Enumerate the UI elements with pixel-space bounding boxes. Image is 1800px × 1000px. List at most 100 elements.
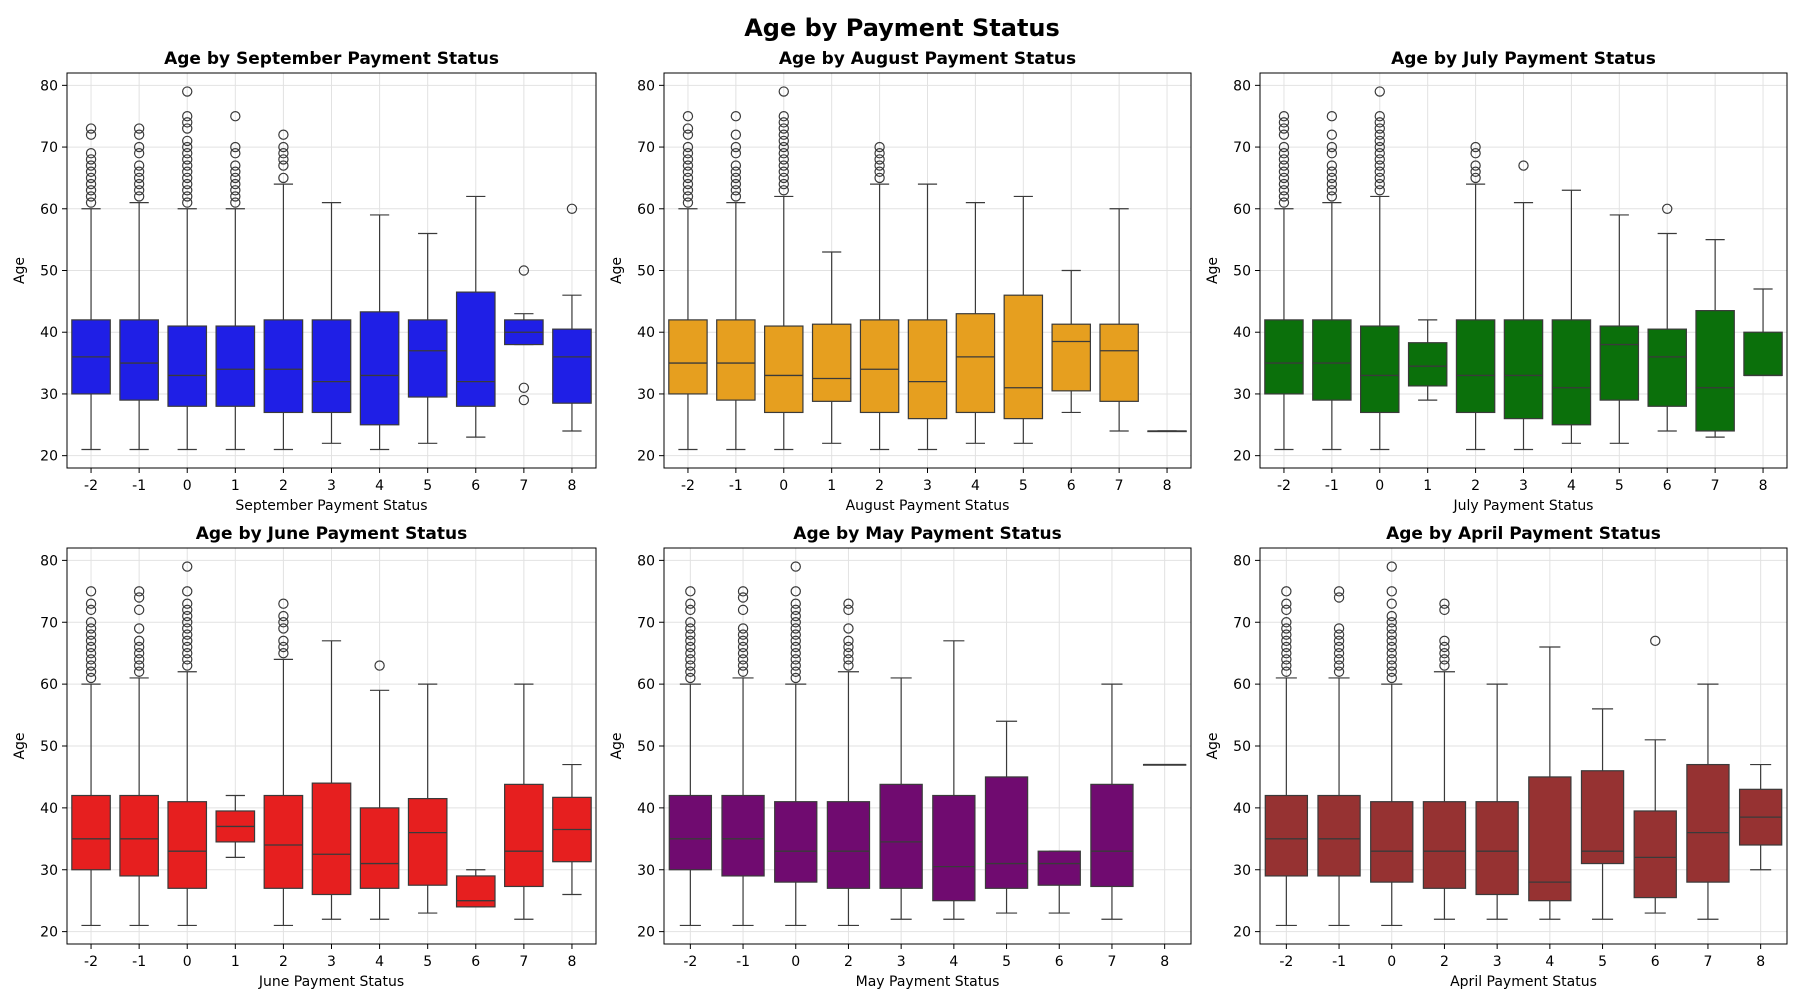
- outlier-point: [874, 148, 885, 159]
- outlier-point: [1333, 586, 1345, 597]
- outlier-point: [685, 654, 696, 665]
- outlier-point: [685, 604, 696, 616]
- outlier-point: [1278, 197, 1290, 208]
- box-iqr: [1455, 319, 1496, 414]
- outlier-point: [133, 641, 145, 653]
- outlier-point: [730, 160, 742, 171]
- outlier-point: [1386, 666, 1397, 677]
- outlier-point: [685, 623, 696, 634]
- x-tick-label: 1: [827, 478, 836, 494]
- y-tick-label: 30: [637, 863, 655, 879]
- outlier-point: [133, 160, 145, 171]
- outlier-point: [730, 111, 742, 122]
- outlier-point: [1326, 185, 1338, 196]
- box-iqr: [1686, 763, 1730, 883]
- outlier-point: [85, 635, 97, 647]
- outlier-point: [737, 629, 749, 640]
- x-tick-label: 3: [923, 478, 932, 494]
- x-tick-label: 1: [1423, 478, 1432, 494]
- y-tick-label: 60: [637, 677, 655, 693]
- x-tick-label: 1: [231, 478, 240, 494]
- outlier-point: [182, 586, 193, 597]
- y-tick-label: 80: [637, 553, 655, 569]
- box-3: [879, 677, 923, 920]
- outlier-point: [1386, 586, 1397, 597]
- outlier-point: [778, 172, 789, 184]
- box-6: [455, 869, 496, 908]
- outlier-point: [133, 623, 145, 634]
- outlier-point: [874, 141, 885, 153]
- box-2: [1422, 598, 1467, 920]
- box-iqr: [455, 875, 496, 908]
- outlier-point: [133, 141, 145, 153]
- panel-august: 20 30 40 50 60 70 80 -2 -1 0 1 2 3 4 5 6 7 8 Age by August…: [609, 49, 1192, 514]
- x-tick-label: 6: [1663, 478, 1672, 494]
- box--2: [1264, 111, 1304, 451]
- outlier-point: [1281, 604, 1292, 616]
- outlier-point: [737, 623, 749, 634]
- x-tick-label: 8: [567, 478, 576, 494]
- x-tick-label: 0: [183, 954, 192, 970]
- outlier-point: [790, 635, 801, 647]
- box-iqr: [1360, 325, 1400, 414]
- box-2: [263, 129, 304, 451]
- box-iqr: [1475, 801, 1519, 896]
- outlier-point: [790, 654, 801, 665]
- box-4: [359, 660, 400, 920]
- y-tick-label: 40: [637, 325, 655, 341]
- outlier-point: [278, 635, 289, 647]
- outlier-point: [1386, 623, 1397, 634]
- outlier-point: [737, 635, 749, 647]
- outlier-point: [730, 148, 742, 159]
- outlier-point: [730, 166, 742, 177]
- outlier-point: [737, 654, 749, 665]
- outlier-point: [85, 654, 97, 665]
- y-tick-label: 60: [40, 202, 58, 218]
- box-iqr: [263, 794, 304, 889]
- x-tick-label: -1: [736, 954, 750, 970]
- outlier-point: [278, 598, 289, 609]
- y-tick-label: 70: [1233, 140, 1251, 156]
- outlier-point: [133, 635, 145, 647]
- box-iqr: [1503, 319, 1544, 420]
- box--1: [119, 123, 159, 451]
- x-tick-label: 2: [279, 478, 288, 494]
- outlier-point: [1439, 598, 1450, 609]
- panel-title: Age by July Payment Status: [1391, 49, 1656, 69]
- outlier-point: [182, 660, 193, 671]
- box-3: [907, 183, 948, 451]
- box-iqr: [1051, 323, 1091, 392]
- y-tick-label: 50: [637, 264, 655, 280]
- outlier-point: [682, 166, 694, 177]
- box-3: [1503, 160, 1544, 451]
- outlier-point: [1386, 635, 1397, 647]
- outlier-point: [182, 141, 193, 153]
- outlier-point: [230, 148, 241, 159]
- x-tick-label: 4: [1545, 954, 1554, 970]
- outlier-point: [230, 111, 241, 122]
- x-tick-label: 6: [471, 954, 480, 970]
- box-3: [1475, 683, 1519, 920]
- x-tick-label: 4: [971, 478, 980, 494]
- box-iqr: [455, 291, 496, 407]
- box-0: [167, 86, 208, 451]
- outlier-point: [278, 641, 289, 653]
- outlier-point: [133, 185, 145, 196]
- box-iqr: [1003, 294, 1044, 420]
- box-iqr: [826, 801, 871, 889]
- box-0: [764, 86, 804, 451]
- y-tick-label: 80: [1233, 553, 1251, 569]
- outlier-point: [737, 641, 749, 653]
- outlier-point: [1278, 111, 1290, 122]
- outlier-point: [685, 660, 696, 671]
- x-tick-label: 5: [1019, 478, 1028, 494]
- outlier-point: [85, 166, 97, 177]
- outlier-point: [1326, 141, 1338, 153]
- outlier-point: [1439, 641, 1450, 653]
- outlier-point: [85, 178, 97, 190]
- box--2: [668, 111, 708, 451]
- box-iqr: [764, 325, 804, 414]
- outlier-point: [133, 586, 145, 597]
